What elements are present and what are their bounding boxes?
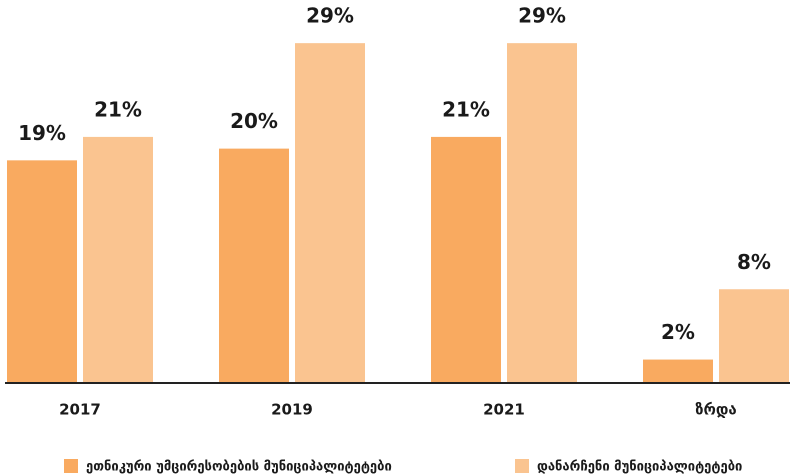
bar: [507, 43, 577, 383]
value-label: 20%: [230, 109, 278, 133]
value-label: 21%: [442, 97, 490, 121]
value-label: 2%: [661, 320, 695, 344]
bar: [219, 148, 289, 383]
x-tick-label: 2021: [483, 401, 525, 419]
value-label: 21%: [94, 97, 142, 121]
x-tick-label: 2019: [271, 401, 313, 419]
bar: [719, 289, 789, 383]
x-tick-label: ზრდა: [695, 401, 736, 419]
value-label: 29%: [306, 4, 354, 28]
legend-label: ეთნიკური უმცირესობების მუნიციპალიტეტები: [86, 460, 392, 475]
bar: [7, 160, 77, 383]
x-tick-label: 2017: [59, 401, 101, 419]
value-label: 29%: [518, 4, 566, 28]
bar: [431, 136, 501, 383]
legend-swatch: [515, 459, 529, 473]
legend-swatch: [64, 459, 78, 473]
value-label: 8%: [737, 250, 771, 274]
bar: [643, 359, 713, 383]
legend-label: დანარჩენი მუნიციპალიტეტები: [537, 460, 742, 475]
value-label: 19%: [18, 121, 66, 145]
bar: [83, 136, 153, 383]
bar: [295, 43, 365, 383]
